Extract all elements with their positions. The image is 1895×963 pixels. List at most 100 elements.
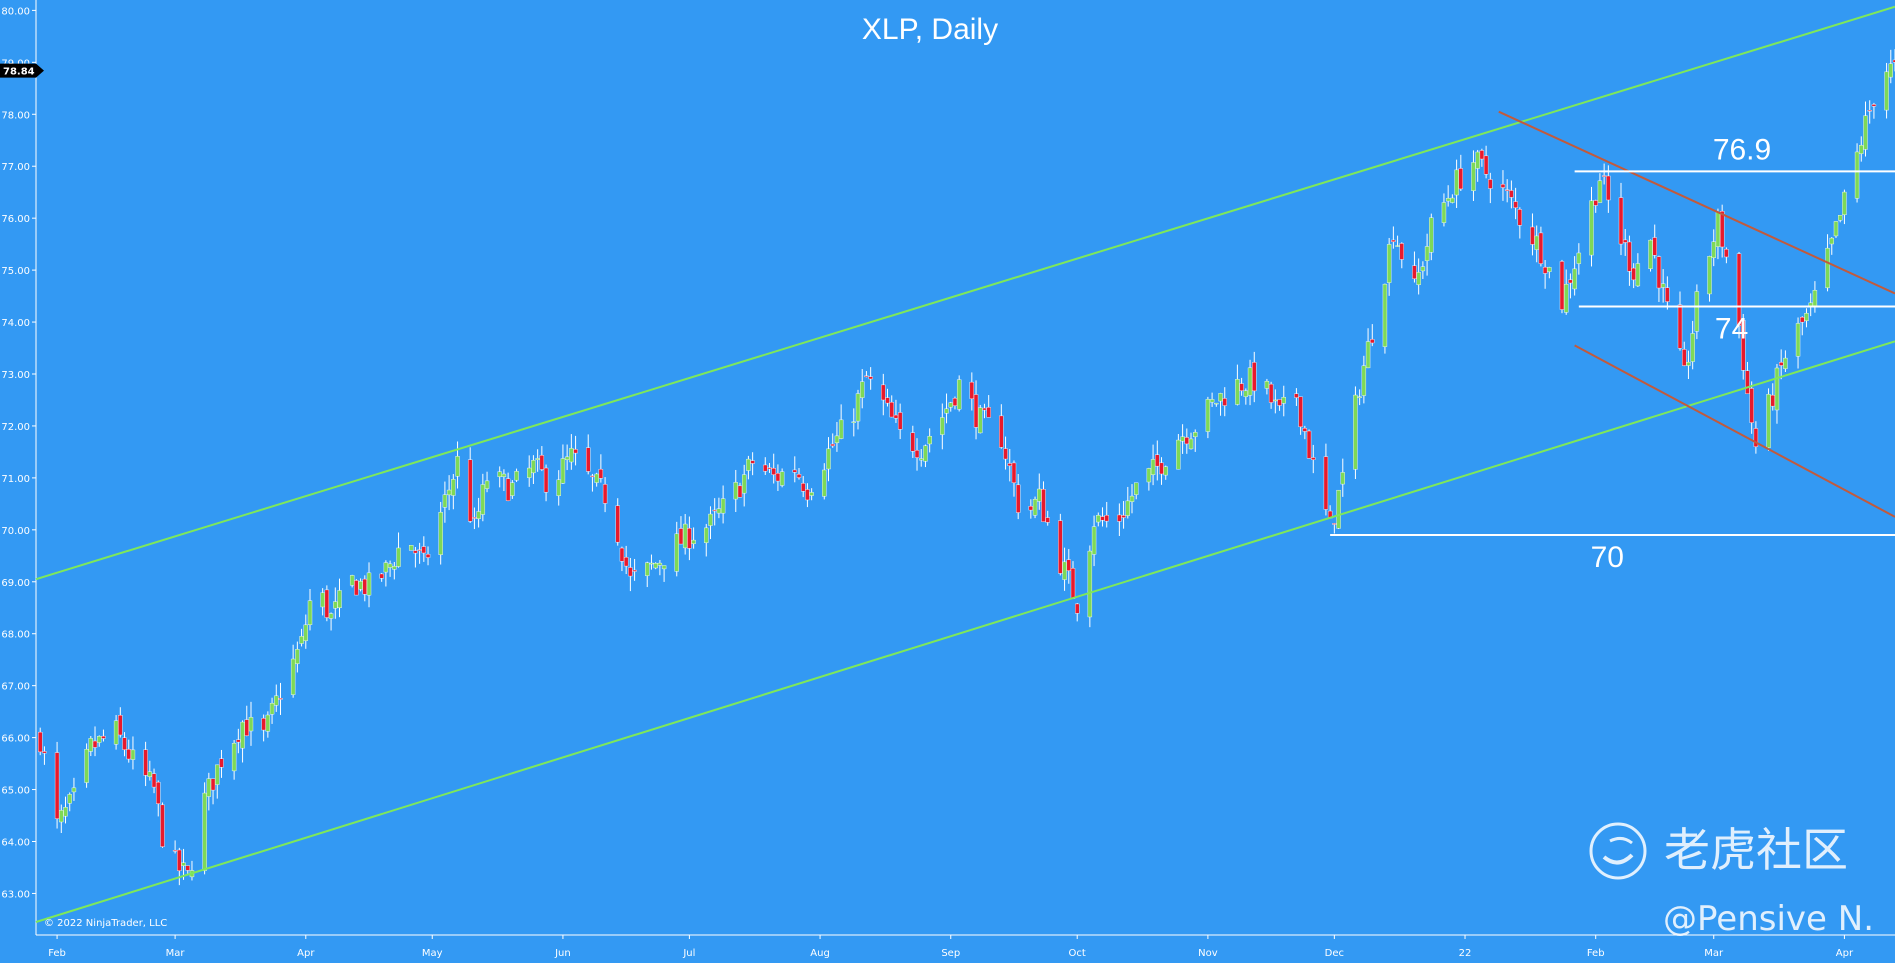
- candle-up: [1365, 341, 1371, 369]
- candle-up: [527, 467, 532, 478]
- candle-down: [324, 589, 330, 618]
- x-tick-label: Apr: [297, 948, 315, 959]
- candle-up: [560, 458, 566, 484]
- candle-up: [1214, 402, 1219, 405]
- candle-down: [1370, 339, 1375, 344]
- candle-up: [1361, 365, 1367, 396]
- candle-up: [1429, 217, 1434, 253]
- candle-up: [113, 720, 119, 745]
- candle-down: [1741, 320, 1746, 371]
- candle-down: [590, 475, 595, 478]
- candle-down: [467, 459, 473, 522]
- candle-up: [1062, 561, 1067, 580]
- candle-down: [1871, 104, 1877, 107]
- candle-down: [1500, 184, 1506, 188]
- candle-down: [1121, 515, 1126, 518]
- candle-up: [1420, 266, 1426, 272]
- candle-down: [1542, 266, 1548, 274]
- candle-down: [1513, 201, 1518, 209]
- candle-up: [1635, 263, 1641, 287]
- candle-up: [387, 563, 393, 568]
- candle-up: [1235, 379, 1240, 405]
- candle-up: [1247, 367, 1253, 396]
- candle-down: [1066, 559, 1071, 571]
- candle-up: [1209, 399, 1215, 403]
- candle-up: [720, 498, 726, 514]
- candle-up: [716, 508, 722, 514]
- candle-up: [299, 636, 304, 644]
- candle-up: [1837, 215, 1843, 221]
- candle-down: [126, 749, 131, 760]
- x-tick-label: Dec: [1325, 948, 1344, 959]
- candle-up: [809, 492, 814, 496]
- y-tick-label: 77.00: [1, 162, 30, 173]
- candle-up: [1707, 256, 1712, 295]
- candle-up: [1176, 439, 1181, 470]
- drawing-tools: 76.9 74 70: [35, 5, 1895, 923]
- candle-down: [602, 484, 608, 504]
- candle-up: [1445, 198, 1451, 202]
- candle-down: [177, 849, 182, 871]
- candle-down: [632, 569, 637, 572]
- x-tick-label: Nov: [1198, 948, 1218, 959]
- candle-up: [240, 721, 245, 749]
- candle-down: [1618, 197, 1624, 245]
- candle-up: [1597, 180, 1603, 203]
- candle-down: [1559, 261, 1565, 310]
- candle-down: [1479, 150, 1485, 160]
- candle-up: [944, 408, 949, 414]
- candle-down: [750, 460, 755, 464]
- y-axis: 80.0079.0078.0077.0076.0075.0074.0073.00…: [1, 0, 37, 935]
- candle-down: [185, 865, 190, 871]
- candle-down: [1028, 506, 1034, 511]
- y-tick-label: 80.00: [1, 6, 30, 17]
- candle-up: [657, 562, 663, 566]
- candle-up: [1091, 526, 1097, 555]
- candle-down: [413, 550, 418, 554]
- candle-up: [855, 393, 861, 422]
- candle-down: [1332, 523, 1337, 525]
- candle-down: [1568, 279, 1573, 284]
- candle-down: [999, 415, 1004, 448]
- candle-down: [1184, 437, 1190, 445]
- candle-up: [1774, 367, 1780, 411]
- candle-up: [1353, 394, 1358, 470]
- candle-down: [1311, 457, 1316, 460]
- x-tick-label: Mar: [1704, 948, 1724, 959]
- candle-up: [1547, 267, 1552, 272]
- candle-down: [1749, 388, 1754, 423]
- candle-down: [472, 517, 477, 519]
- candle-up: [834, 435, 840, 444]
- candle-up: [1795, 323, 1801, 357]
- candle-up: [978, 407, 983, 434]
- candle-up: [1863, 115, 1868, 150]
- candle-up: [130, 749, 136, 760]
- candle-down: [615, 505, 620, 543]
- x-tick-label: Apr: [1836, 948, 1854, 959]
- candle-up: [328, 613, 334, 619]
- candle-down: [156, 781, 161, 804]
- candle-up: [826, 448, 831, 470]
- candle-up: [392, 566, 397, 570]
- y-tick-label: 66.00: [1, 734, 30, 745]
- candle-up: [446, 489, 452, 496]
- candle-down: [1665, 287, 1670, 302]
- candle-down: [1159, 462, 1164, 475]
- candle-up: [674, 533, 679, 572]
- candle-up: [1180, 436, 1185, 442]
- candle-up: [497, 471, 502, 477]
- candle-down: [1007, 463, 1012, 467]
- candle-up: [269, 702, 275, 715]
- candle-up: [1357, 396, 1362, 398]
- candle-up: [67, 794, 72, 804]
- candle-down: [1015, 484, 1021, 513]
- candle-up: [682, 523, 688, 549]
- candle-up: [1711, 241, 1716, 258]
- candle-up: [645, 562, 650, 576]
- candle-up: [455, 456, 460, 477]
- watermark-handle: @Pensive N.: [1663, 899, 1874, 939]
- candle-up: [746, 458, 751, 471]
- candle-down: [889, 402, 894, 418]
- candle-down: [864, 375, 869, 378]
- candle-up: [1888, 63, 1893, 78]
